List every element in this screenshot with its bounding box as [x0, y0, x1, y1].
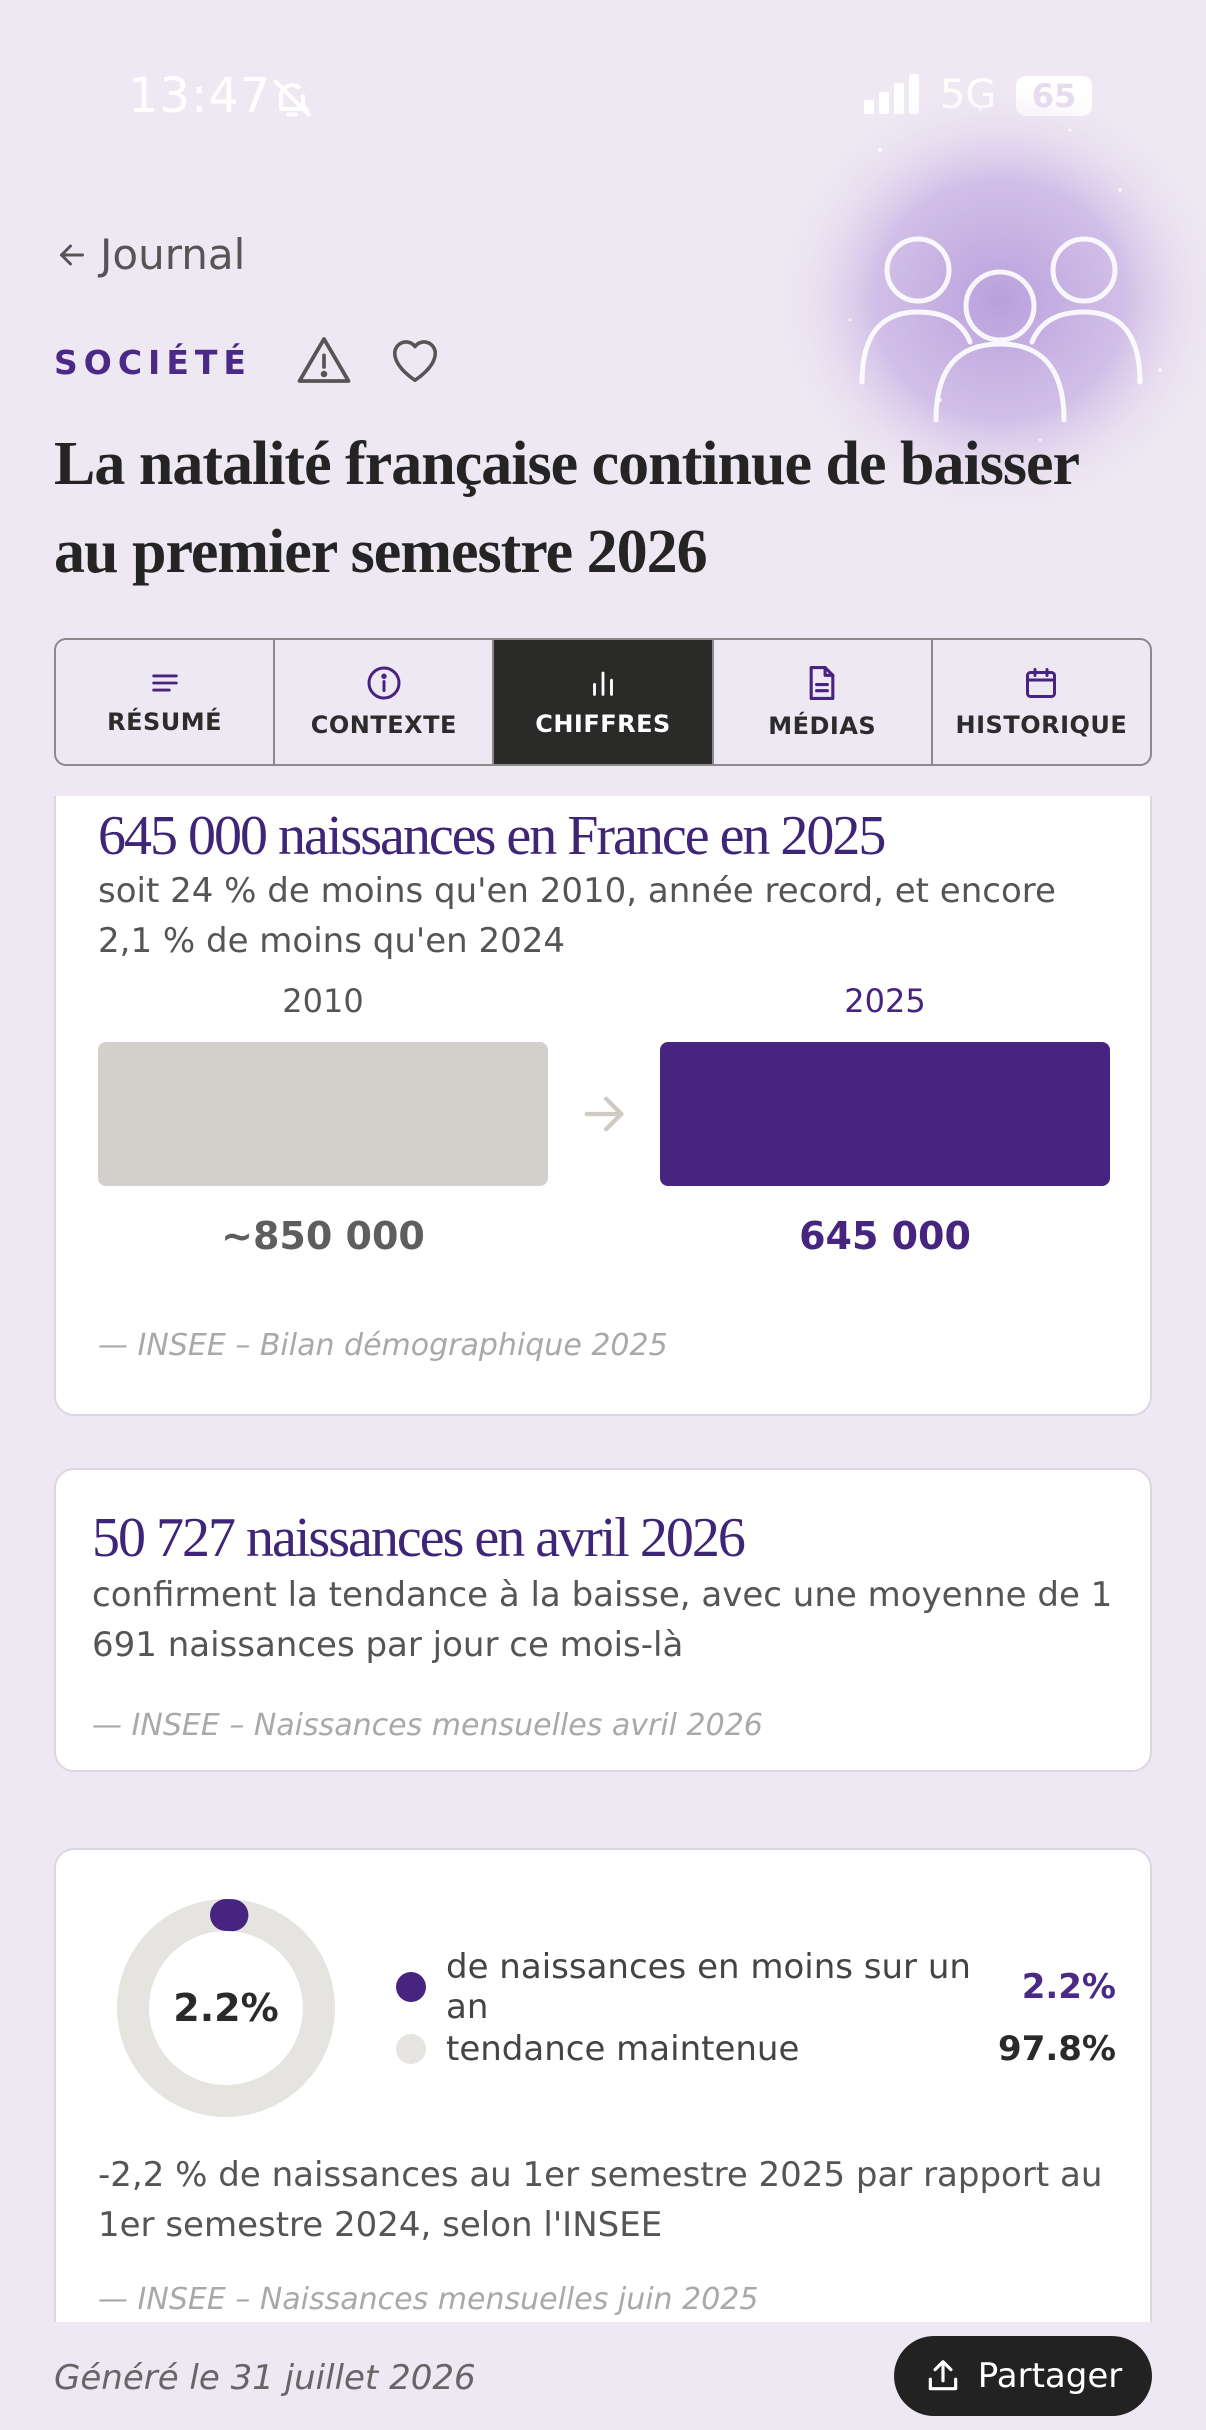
content-scroll[interactable]: 645 000 naissances en France en 2025 soi…: [0, 796, 1206, 2322]
stat-card-births-2025: 645 000 naissances en France en 2025 soi…: [54, 796, 1152, 1416]
stat-source: — INSEE – Bilan démographique 2025: [98, 1328, 668, 1363]
tab-label: CONTEXTE: [310, 711, 457, 739]
footer: Généré le 31 juillet 2026 Partager: [0, 2322, 1206, 2430]
heart-icon: [392, 340, 437, 383]
category-label: SOCIÉTÉ: [54, 342, 252, 382]
stat-card-semester-drop: 2.2% de naissances en moins sur un an 2.…: [54, 1848, 1152, 2322]
compare-year-to: 2025: [844, 982, 926, 1020]
share-label: Partager: [977, 2356, 1123, 2396]
compare-value-from: ~850 000: [221, 1214, 425, 1258]
stat-description: confirment la tendance à la baisse, avec…: [92, 1575, 1113, 1665]
arrow-right-icon: [584, 1096, 624, 1132]
stat-title: 645 000 naissances en France en 2025: [98, 805, 886, 867]
document-icon: [809, 666, 835, 700]
compare-year-from: 2010: [282, 982, 364, 1020]
section-tabs: RÉSUMÉ CONTEXTE CHIFFRES MÉDIAS HISTORIQ…: [54, 638, 1152, 766]
tab-label: HISTORIQUE: [955, 711, 1128, 739]
stat-description: -2,2 % de naissances au 1er semestre 202…: [98, 2155, 1103, 2245]
tab-label: MÉDIAS: [768, 712, 877, 740]
lines-icon: [151, 674, 178, 692]
article-title: La natalité française continue de baisse…: [54, 430, 1079, 586]
legend-value: 97.8%: [998, 2029, 1116, 2069]
legend-item: de naissances en moins sur un an 2.2%: [396, 1947, 1116, 2027]
category-row: SOCIÉTÉ: [54, 334, 442, 390]
stat-card-births-april: 50 727 naissances en avril 2026 confirme…: [54, 1468, 1152, 1772]
bar-chart-icon: [593, 671, 613, 696]
generated-date: Généré le 31 juillet 2026: [54, 2358, 476, 2398]
tab-label: CHIFFRES: [535, 710, 671, 738]
legend-value: 2.2%: [1021, 1967, 1116, 2007]
donut-legend: de naissances en moins sur un an 2.2% te…: [396, 1947, 1116, 2080]
back-label: Journal: [100, 230, 246, 279]
stat-source: — INSEE – Naissances mensuelles avril 20…: [92, 1708, 763, 1743]
tab-chiffres[interactable]: CHIFFRES: [494, 640, 714, 764]
tab-medias[interactable]: MÉDIAS: [714, 640, 933, 764]
tab-historique[interactable]: HISTORIQUE: [933, 640, 1150, 764]
legend-dot: [396, 2034, 426, 2064]
share-button[interactable]: Partager: [894, 2336, 1152, 2416]
people-group-icon: [740, 70, 1206, 630]
tab-contexte[interactable]: CONTEXTE: [275, 640, 495, 764]
compare-bar-from: [98, 1042, 548, 1186]
arrow-left-icon: [60, 244, 84, 265]
donut-center-label: 2.2%: [173, 1986, 279, 2030]
tab-resume[interactable]: RÉSUMÉ: [56, 640, 276, 764]
stat-title: 50 727 naissances en avril 2026: [92, 1507, 746, 1569]
tab-label: RÉSUMÉ: [107, 708, 223, 736]
back-link[interactable]: Journal: [54, 230, 245, 279]
legend-label: de naissances en moins sur un an: [446, 1947, 971, 2027]
favorite-button[interactable]: [388, 335, 442, 389]
bell-slash-icon: [270, 76, 314, 124]
stat-description: soit 24 % de moins qu'en 2010, année rec…: [98, 871, 1056, 961]
warning-icon: [297, 337, 351, 383]
status-time: 13:47: [128, 68, 272, 124]
legend-dot: [396, 1972, 426, 2002]
stat-source: — INSEE – Naissances mensuelles juin 202…: [98, 2282, 759, 2317]
legend-item: tendance maintenue 97.8%: [396, 2018, 1116, 2080]
upload-icon: [928, 2360, 958, 2391]
info-icon: [367, 666, 401, 700]
calendar-icon: [1026, 668, 1057, 698]
legend-label: tendance maintenue: [446, 2029, 800, 2069]
compare-value-to: 645 000: [799, 1214, 971, 1258]
compare-bar-to: [660, 1042, 1110, 1186]
donut-slice-decrease: [117, 1899, 335, 2117]
report-button[interactable]: [296, 334, 352, 390]
donut-chart: [117, 1899, 335, 2117]
